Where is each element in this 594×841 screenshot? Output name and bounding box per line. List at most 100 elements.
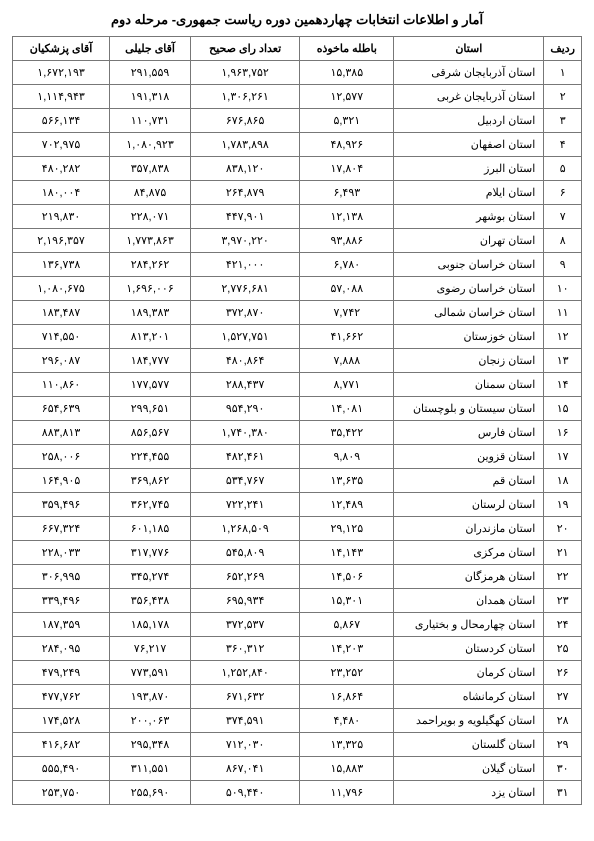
table-row: ۱۴استان سمنان۸,۷۷۱۲۸۸,۴۳۷۱۷۷,۵۷۷۱۱۰,۸۶۰ [13, 373, 582, 397]
table-row: ۱استان آذربایجان شرقی۱۵,۳۸۵۱,۹۶۳,۷۵۲۲۹۱,… [13, 61, 582, 85]
cell-jalili: ۶۰۱,۱۸۵ [110, 517, 191, 541]
cell-valid: ۳۷۲,۵۳۷ [190, 613, 299, 637]
cell-index: ۱۹ [544, 493, 582, 517]
cell-valid: ۴۲۱,۰۰۰ [190, 253, 299, 277]
cell-province: استان سمنان [394, 373, 544, 397]
cell-pezeshkian: ۲۲۸,۰۳۳ [13, 541, 110, 565]
cell-index: ۱۰ [544, 277, 582, 301]
cell-pezeshkian: ۴۷۷,۷۶۲ [13, 685, 110, 709]
cell-pezeshkian: ۶۵۴,۶۳۹ [13, 397, 110, 421]
table-row: ۵استان البرز۱۷,۸۰۴۸۳۸,۱۲۰۳۵۷,۸۳۸۴۸۰,۲۸۲ [13, 157, 582, 181]
cell-index: ۲۱ [544, 541, 582, 565]
table-row: ۱۰استان خراسان رضوی۵۷,۰۸۸۲,۷۷۶,۶۸۱۱,۶۹۶,… [13, 277, 582, 301]
cell-province: استان اردبیل [394, 109, 544, 133]
table-row: ۳استان اردبیل۵,۳۲۱۶۷۶,۸۶۵۱۱۰,۷۳۱۵۶۶,۱۳۴ [13, 109, 582, 133]
cell-jalili: ۸۴,۸۷۵ [110, 181, 191, 205]
cell-void: ۵۷,۰۸۸ [300, 277, 394, 301]
table-row: ۲۱استان مرکزی۱۴,۱۴۳۵۴۵,۸۰۹۳۱۷,۷۷۶۲۲۸,۰۳۳ [13, 541, 582, 565]
cell-pezeshkian: ۲۱۹,۸۳۰ [13, 205, 110, 229]
cell-index: ۲ [544, 85, 582, 109]
cell-jalili: ۸۱۳,۲۰۱ [110, 325, 191, 349]
cell-valid: ۶۷۶,۸۶۵ [190, 109, 299, 133]
table-row: ۲استان آذربایجان غربی۱۲,۵۷۷۱,۳۰۶,۲۶۱۱۹۱,… [13, 85, 582, 109]
cell-province: استان تهران [394, 229, 544, 253]
table-row: ۳۱استان یزد۱۱,۷۹۶۵۰۹,۴۴۰۲۵۵,۶۹۰۲۵۳,۷۵۰ [13, 781, 582, 805]
cell-province: استان قم [394, 469, 544, 493]
cell-province: استان اصفهان [394, 133, 544, 157]
cell-province: استان مرکزی [394, 541, 544, 565]
cell-jalili: ۲۸۴,۲۶۲ [110, 253, 191, 277]
cell-jalili: ۲۹۱,۵۵۹ [110, 61, 191, 85]
cell-province: استان کردستان [394, 637, 544, 661]
table-row: ۷استان بوشهر۱۲,۱۳۸۴۴۷,۹۰۱۲۲۸,۰۷۱۲۱۹,۸۳۰ [13, 205, 582, 229]
cell-pezeshkian: ۸۸۳,۸۱۳ [13, 421, 110, 445]
cell-jalili: ۲۹۹,۶۵۱ [110, 397, 191, 421]
cell-valid: ۳۷۴,۵۹۱ [190, 709, 299, 733]
cell-void: ۹,۸۰۹ [300, 445, 394, 469]
cell-void: ۱۳,۶۳۵ [300, 469, 394, 493]
cell-pezeshkian: ۲۵۸,۰۰۶ [13, 445, 110, 469]
cell-pezeshkian: ۳۵۹,۴۹۶ [13, 493, 110, 517]
cell-index: ۳۱ [544, 781, 582, 805]
cell-pezeshkian: ۶۶۷,۳۲۴ [13, 517, 110, 541]
cell-index: ۲۳ [544, 589, 582, 613]
cell-void: ۴۱,۶۶۲ [300, 325, 394, 349]
cell-pezeshkian: ۳۰۶,۹۹۵ [13, 565, 110, 589]
table-row: ۲۹استان گلستان۱۳,۳۲۵۷۱۲,۰۳۰۲۹۵,۳۴۸۴۱۶,۶۸… [13, 733, 582, 757]
cell-jalili: ۳۱۷,۷۷۶ [110, 541, 191, 565]
cell-index: ۱ [544, 61, 582, 85]
cell-pezeshkian: ۷۰۲,۹۷۵ [13, 133, 110, 157]
cell-void: ۱۷,۸۰۴ [300, 157, 394, 181]
cell-pezeshkian: ۷۱۴,۵۵۰ [13, 325, 110, 349]
cell-pezeshkian: ۱,۰۸۰,۶۷۵ [13, 277, 110, 301]
table-row: ۱۲استان خوزستان۴۱,۶۶۲۱,۵۲۷,۷۵۱۸۱۳,۲۰۱۷۱۴… [13, 325, 582, 349]
table-row: ۲۲استان هرمزگان۱۴,۵۰۶۶۵۲,۲۶۹۳۴۵,۲۷۴۳۰۶,۹… [13, 565, 582, 589]
cell-valid: ۱,۷۴۰,۳۸۰ [190, 421, 299, 445]
cell-province: استان یزد [394, 781, 544, 805]
cell-void: ۵,۳۲۱ [300, 109, 394, 133]
cell-void: ۸,۷۷۱ [300, 373, 394, 397]
cell-valid: ۳,۹۷۰,۲۲۰ [190, 229, 299, 253]
col-index: ردیف [544, 37, 582, 61]
cell-jalili: ۳۱۱,۵۵۱ [110, 757, 191, 781]
cell-void: ۱۴,۲۰۳ [300, 637, 394, 661]
cell-valid: ۱,۵۲۷,۷۵۱ [190, 325, 299, 349]
cell-valid: ۳۶۰,۳۱۲ [190, 637, 299, 661]
cell-valid: ۷۲۲,۲۴۱ [190, 493, 299, 517]
col-pezeshkian: آقای پزشکیان [13, 37, 110, 61]
cell-valid: ۶۹۵,۹۳۴ [190, 589, 299, 613]
cell-void: ۴۸,۹۲۶ [300, 133, 394, 157]
cell-index: ۲۵ [544, 637, 582, 661]
cell-jalili: ۱۸۵,۱۷۸ [110, 613, 191, 637]
cell-index: ۳۰ [544, 757, 582, 781]
cell-pezeshkian: ۴۷۹,۲۴۹ [13, 661, 110, 685]
cell-valid: ۷۱۲,۰۳۰ [190, 733, 299, 757]
cell-index: ۲۶ [544, 661, 582, 685]
cell-index: ۱۲ [544, 325, 582, 349]
cell-pezeshkian: ۵۵۵,۴۹۰ [13, 757, 110, 781]
table-row: ۹استان خراسان جنوبی۶,۷۸۰۴۲۱,۰۰۰۲۸۴,۲۶۲۱۳… [13, 253, 582, 277]
cell-pezeshkian: ۱,۶۷۲,۱۹۳ [13, 61, 110, 85]
cell-jalili: ۲۰۰,۰۶۳ [110, 709, 191, 733]
cell-void: ۱۴,۵۰۶ [300, 565, 394, 589]
table-row: ۱۹استان لرستان۱۲,۴۸۹۷۲۲,۲۴۱۳۶۲,۷۴۵۳۵۹,۴۹… [13, 493, 582, 517]
cell-province: استان آذربایجان غربی [394, 85, 544, 109]
cell-valid: ۲۶۴,۸۷۹ [190, 181, 299, 205]
cell-void: ۱۳,۳۲۵ [300, 733, 394, 757]
table-row: ۲۶استان کرمان۲۳,۲۵۲۱,۲۵۲,۸۴۰۷۷۳,۵۹۱۴۷۹,۲… [13, 661, 582, 685]
cell-valid: ۲۸۸,۴۳۷ [190, 373, 299, 397]
cell-jalili: ۳۵۷,۸۳۸ [110, 157, 191, 181]
cell-province: استان گلستان [394, 733, 544, 757]
cell-void: ۵,۸۶۷ [300, 613, 394, 637]
table-row: ۱۷استان قزوین۹,۸۰۹۴۸۲,۴۶۱۲۲۴,۴۵۵۲۵۸,۰۰۶ [13, 445, 582, 469]
cell-pezeshkian: ۳۳۹,۴۹۶ [13, 589, 110, 613]
cell-index: ۲۴ [544, 613, 582, 637]
cell-jalili: ۳۶۲,۷۴۵ [110, 493, 191, 517]
cell-valid: ۴۸۰,۸۶۴ [190, 349, 299, 373]
cell-valid: ۲,۷۷۶,۶۸۱ [190, 277, 299, 301]
cell-jalili: ۱۹۳,۸۷۰ [110, 685, 191, 709]
cell-province: استان خوزستان [394, 325, 544, 349]
cell-pezeshkian: ۲,۱۹۶,۳۵۷ [13, 229, 110, 253]
results-table: ردیف استان باطله ماخوذه تعداد رای صحیح آ… [12, 36, 582, 805]
table-row: ۱۶استان فارس۳۵,۴۲۲۱,۷۴۰,۳۸۰۸۵۶,۵۶۷۸۸۳,۸۱… [13, 421, 582, 445]
